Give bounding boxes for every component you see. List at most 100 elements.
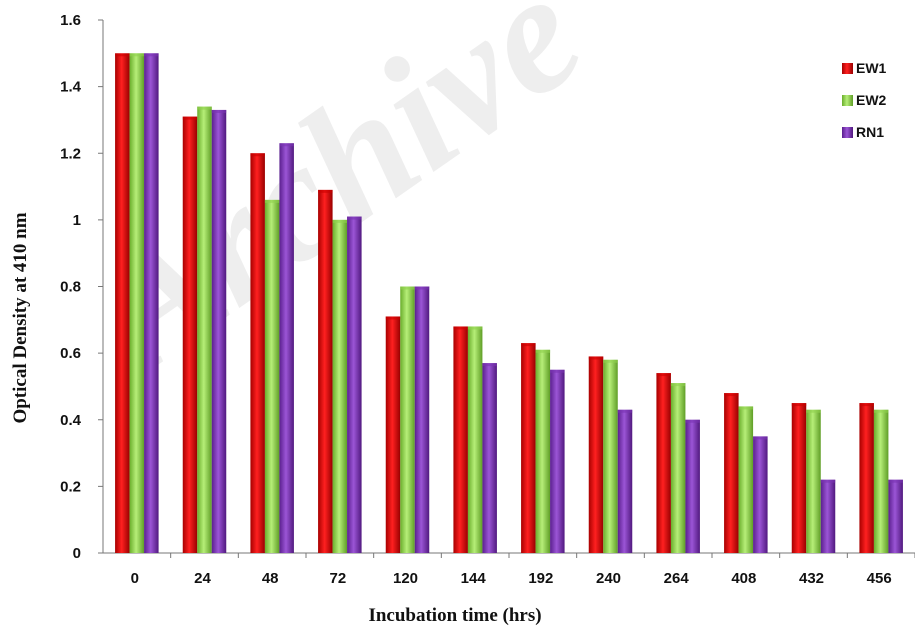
bar-cap-rn1-120: [414, 286, 430, 290]
bar-cap-ew1-456: [859, 403, 874, 407]
bar-ew2-0: [129, 53, 145, 553]
y-tick-label: 1: [73, 212, 81, 229]
bar-rn1-24: [211, 109, 227, 553]
bar-rn1-144: [482, 363, 497, 553]
x-tick-label: 72: [329, 570, 346, 587]
bar-ew1-192: [521, 343, 536, 553]
bar-cap-rn1-24: [211, 109, 227, 113]
bar-cap-rn1-144: [482, 363, 497, 367]
x-tick-label: 192: [528, 570, 553, 587]
bar-ew1-408: [724, 393, 739, 553]
legend-label-ew2: EW2: [856, 92, 887, 108]
bar-rn1-408: [753, 436, 768, 553]
bar-cap-ew2-144: [467, 326, 483, 330]
bar-ew1-48: [250, 153, 265, 553]
y-axis-title: Optical Density at 410 nm: [10, 212, 31, 423]
bar-cap-ew2-264: [670, 383, 686, 387]
x-axis-title: Incubation time (hrs): [368, 605, 541, 626]
y-tick-label: 0.8: [60, 279, 81, 296]
bar-ew2-48: [264, 199, 280, 553]
bar-cap-rn1-408: [753, 436, 768, 440]
bar-ew2-192: [535, 349, 551, 553]
bar-cap-ew2-0: [129, 53, 145, 57]
bar-cap-rn1-192: [550, 369, 565, 373]
bar-ew2-456: [873, 409, 889, 553]
bar-ew1-72: [318, 189, 333, 554]
bar-cap-ew2-72: [332, 219, 348, 223]
y-tick-label: 0.4: [60, 412, 82, 429]
y-tick-label: 0: [73, 545, 81, 562]
bar-cap-ew1-144: [453, 326, 468, 330]
x-tick-label: 120: [393, 570, 418, 587]
x-tick-label: 144: [461, 570, 487, 587]
bar-cap-ew2-456: [873, 409, 889, 413]
bar-ew1-0: [115, 53, 130, 553]
bar-rn1-0: [144, 53, 159, 553]
bar-cap-rn1-72: [347, 216, 362, 220]
bar-rn1-48: [279, 143, 294, 553]
bar-cap-rn1-264: [685, 419, 700, 423]
y-tick-label: 0.2: [60, 478, 81, 495]
y-tick-label: 1.4: [60, 79, 82, 96]
bar-ew2-408: [738, 406, 754, 553]
x-tick-label: 432: [799, 570, 824, 587]
bar-cap-rn1-456: [888, 479, 903, 483]
bar-rn1-72: [347, 216, 362, 553]
bar-cap-ew2-240: [603, 359, 618, 363]
x-tick-label: 0: [131, 570, 139, 587]
bar-ew1-24: [182, 116, 198, 553]
x-tick-label: 408: [731, 570, 756, 587]
bar-cap-ew2-408: [738, 406, 754, 410]
legend-swatch-rn1: [842, 127, 853, 138]
bar-ew2-144: [467, 326, 483, 553]
y-tick-label: 1.2: [60, 145, 81, 162]
bar-ew1-264: [656, 373, 671, 553]
bar-ew2-72: [332, 219, 348, 553]
bar-cap-ew2-24: [197, 106, 212, 110]
bar-cap-rn1-0: [144, 53, 159, 57]
bar-cap-rn1-240: [617, 409, 633, 413]
bar-ew1-120: [385, 316, 401, 553]
x-tick-label: 24: [194, 570, 211, 587]
x-tick-label: 240: [596, 570, 621, 587]
bar-ew1-144: [453, 326, 468, 553]
bar-ew1-240: [588, 356, 604, 553]
bar-cap-rn1-48: [279, 143, 294, 147]
bar-ew2-240: [603, 359, 618, 553]
bar-cap-ew1-120: [385, 316, 401, 320]
bar-ew1-432: [791, 403, 807, 553]
legend-swatch-ew2: [842, 95, 853, 106]
bar-ew1-456: [859, 403, 874, 553]
legend-label-ew1: EW1: [856, 60, 887, 76]
bar-rn1-264: [685, 419, 700, 553]
x-tick-label: 48: [262, 570, 279, 587]
bar-cap-ew1-264: [656, 373, 671, 377]
bar-cap-ew1-192: [521, 343, 536, 347]
bar-cap-ew1-240: [588, 356, 604, 360]
y-tick-label: 0.6: [60, 345, 81, 362]
bar-cap-ew1-48: [250, 153, 265, 157]
bar-cap-ew1-24: [182, 116, 198, 120]
bar-cap-ew1-432: [791, 403, 807, 407]
legend-swatch-ew1: [842, 63, 853, 74]
legend-label-rn1: RN1: [856, 124, 884, 140]
bar-rn1-192: [550, 369, 565, 553]
bar-ew2-432: [806, 409, 821, 553]
bar-cap-ew2-192: [535, 349, 551, 353]
bar-cap-ew2-48: [264, 199, 280, 203]
bar-cap-rn1-432: [820, 479, 836, 483]
bar-rn1-120: [414, 286, 430, 553]
bar-rn1-432: [820, 479, 836, 553]
bar-cap-ew1-72: [318, 189, 333, 193]
bar-cap-ew1-408: [724, 393, 739, 397]
bar-ew2-264: [670, 383, 686, 553]
bar-ew2-24: [197, 106, 212, 554]
x-tick-label: 456: [867, 570, 892, 587]
bar-cap-ew2-432: [806, 409, 821, 413]
x-tick-label: 264: [664, 570, 690, 587]
bar-rn1-240: [617, 409, 633, 553]
y-tick-label: 1.6: [60, 12, 81, 29]
bar-rn1-456: [888, 479, 903, 553]
bar-ew2-120: [400, 286, 415, 553]
